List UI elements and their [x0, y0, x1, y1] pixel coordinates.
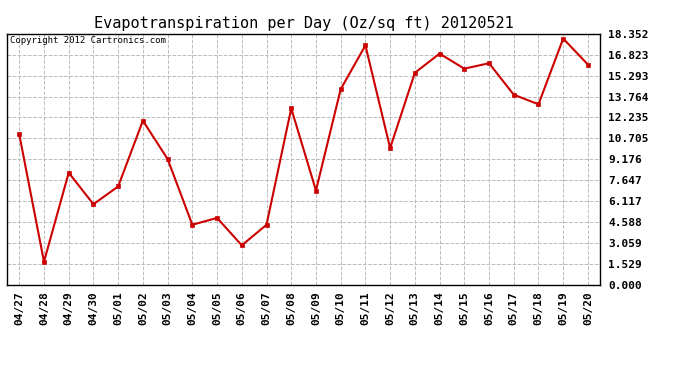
Text: Copyright 2012 Cartronics.com: Copyright 2012 Cartronics.com: [10, 36, 166, 45]
Title: Evapotranspiration per Day (Oz/sq ft) 20120521: Evapotranspiration per Day (Oz/sq ft) 20…: [94, 16, 513, 31]
